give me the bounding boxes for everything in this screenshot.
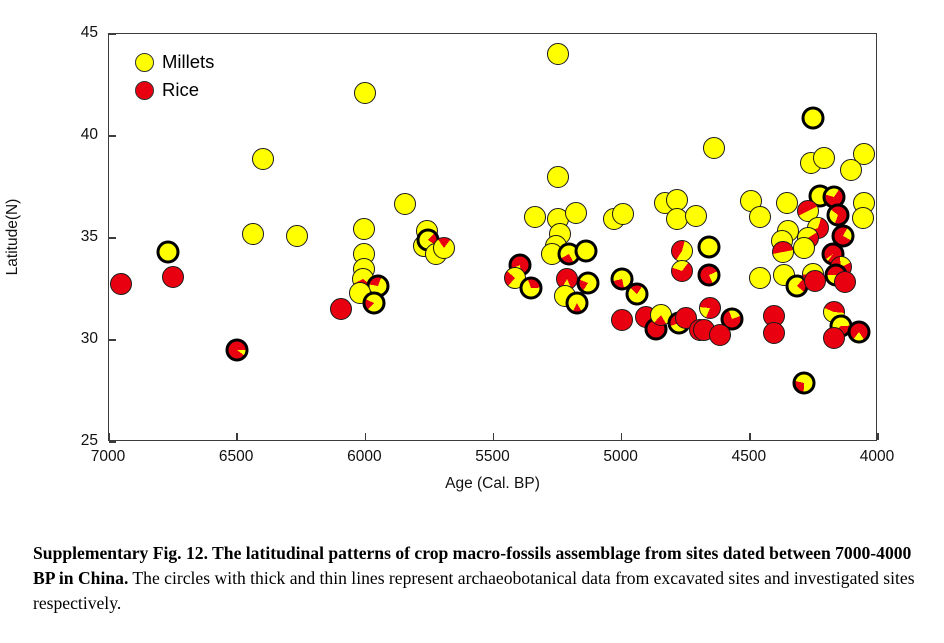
data-point bbox=[610, 308, 633, 331]
caption-bold-text: Supplementary Fig. 12. The latitudinal p… bbox=[33, 543, 912, 588]
data-point bbox=[565, 291, 589, 315]
data-point bbox=[813, 147, 836, 170]
data-point bbox=[840, 158, 863, 181]
y-tick-label: 25 bbox=[80, 432, 98, 449]
data-point bbox=[611, 202, 634, 225]
y-axis-tick bbox=[109, 135, 116, 137]
data-point bbox=[771, 241, 794, 264]
plot-area: Millets Rice bbox=[108, 33, 879, 443]
legend-item-rice: Rice bbox=[135, 79, 214, 101]
data-point bbox=[749, 205, 772, 228]
y-tick-label: 40 bbox=[80, 126, 98, 143]
data-point bbox=[749, 266, 772, 289]
millets-legend-label: Millets bbox=[162, 51, 215, 72]
data-point bbox=[699, 297, 722, 320]
data-point bbox=[225, 338, 249, 362]
data-point bbox=[685, 204, 707, 227]
data-point bbox=[162, 265, 185, 288]
data-point bbox=[610, 267, 634, 291]
data-point bbox=[822, 326, 845, 349]
x-axis-tick bbox=[620, 433, 623, 440]
figure-caption: Supplementary Fig. 12. The latitudinal p… bbox=[33, 541, 921, 616]
data-point bbox=[847, 320, 871, 344]
data-point bbox=[286, 224, 309, 247]
data-point bbox=[156, 240, 180, 264]
data-point bbox=[792, 237, 815, 260]
data-point bbox=[776, 192, 798, 215]
y-tick-label: 35 bbox=[80, 228, 98, 245]
data-point bbox=[852, 143, 875, 166]
data-point bbox=[241, 222, 264, 245]
data-point bbox=[546, 165, 569, 188]
rice-legend-swatch bbox=[135, 80, 154, 100]
data-point bbox=[851, 206, 874, 229]
rice-legend-label: Rice bbox=[162, 79, 200, 100]
data-point bbox=[394, 193, 417, 216]
data-point bbox=[329, 298, 352, 321]
data-point bbox=[826, 203, 850, 227]
data-point bbox=[564, 201, 587, 224]
y-tick-label: 45 bbox=[80, 24, 98, 41]
x-axis-tick bbox=[749, 433, 751, 440]
y-axis-tick bbox=[109, 441, 116, 443]
data-point bbox=[546, 43, 569, 66]
data-point bbox=[576, 271, 600, 295]
data-point bbox=[519, 276, 543, 300]
data-point bbox=[354, 82, 377, 105]
millets-legend-swatch bbox=[135, 52, 154, 72]
data-point bbox=[697, 263, 721, 287]
data-point bbox=[709, 323, 732, 346]
x-tick-label: 7000 bbox=[90, 448, 126, 465]
x-axis-tick bbox=[877, 433, 879, 440]
x-tick-label: 6000 bbox=[347, 448, 382, 465]
x-tick-label: 4500 bbox=[731, 448, 767, 465]
data-point bbox=[804, 269, 827, 292]
caption-regular-text: The circles with thick and thin lines re… bbox=[33, 568, 915, 613]
data-point bbox=[792, 371, 816, 395]
x-axis-title: Age (Cal. BP) bbox=[445, 475, 540, 492]
legend-item-millets: Millets bbox=[135, 51, 214, 73]
y-axis-tick bbox=[109, 33, 116, 35]
x-tick-label: 5500 bbox=[475, 448, 510, 465]
x-axis-tick bbox=[364, 433, 367, 440]
data-point bbox=[523, 205, 546, 228]
data-point bbox=[833, 270, 856, 293]
data-point bbox=[109, 272, 132, 295]
data-point bbox=[574, 239, 598, 263]
y-tick-label: 30 bbox=[80, 330, 98, 347]
x-axis-tick bbox=[236, 433, 238, 440]
x-tick-label: 5000 bbox=[603, 448, 638, 465]
data-point bbox=[670, 259, 693, 282]
data-point bbox=[801, 106, 825, 130]
data-point bbox=[625, 282, 649, 306]
y-axis-tick bbox=[109, 237, 116, 239]
data-point bbox=[432, 237, 455, 260]
y-axis-title: Latitude(N) bbox=[4, 198, 21, 276]
data-point bbox=[353, 217, 376, 240]
x-tick-label: 6500 bbox=[218, 448, 254, 465]
x-axis-tick bbox=[108, 433, 110, 440]
data-point bbox=[362, 291, 386, 315]
legend: Millets Rice bbox=[135, 51, 214, 107]
data-point bbox=[720, 307, 744, 331]
data-point bbox=[831, 224, 855, 248]
data-point bbox=[702, 137, 725, 160]
x-tick-label: 4000 bbox=[859, 448, 895, 465]
data-point bbox=[763, 321, 786, 344]
x-axis-tick bbox=[492, 433, 495, 440]
data-point bbox=[697, 235, 721, 259]
y-axis-tick bbox=[109, 339, 116, 341]
data-point bbox=[251, 148, 274, 171]
